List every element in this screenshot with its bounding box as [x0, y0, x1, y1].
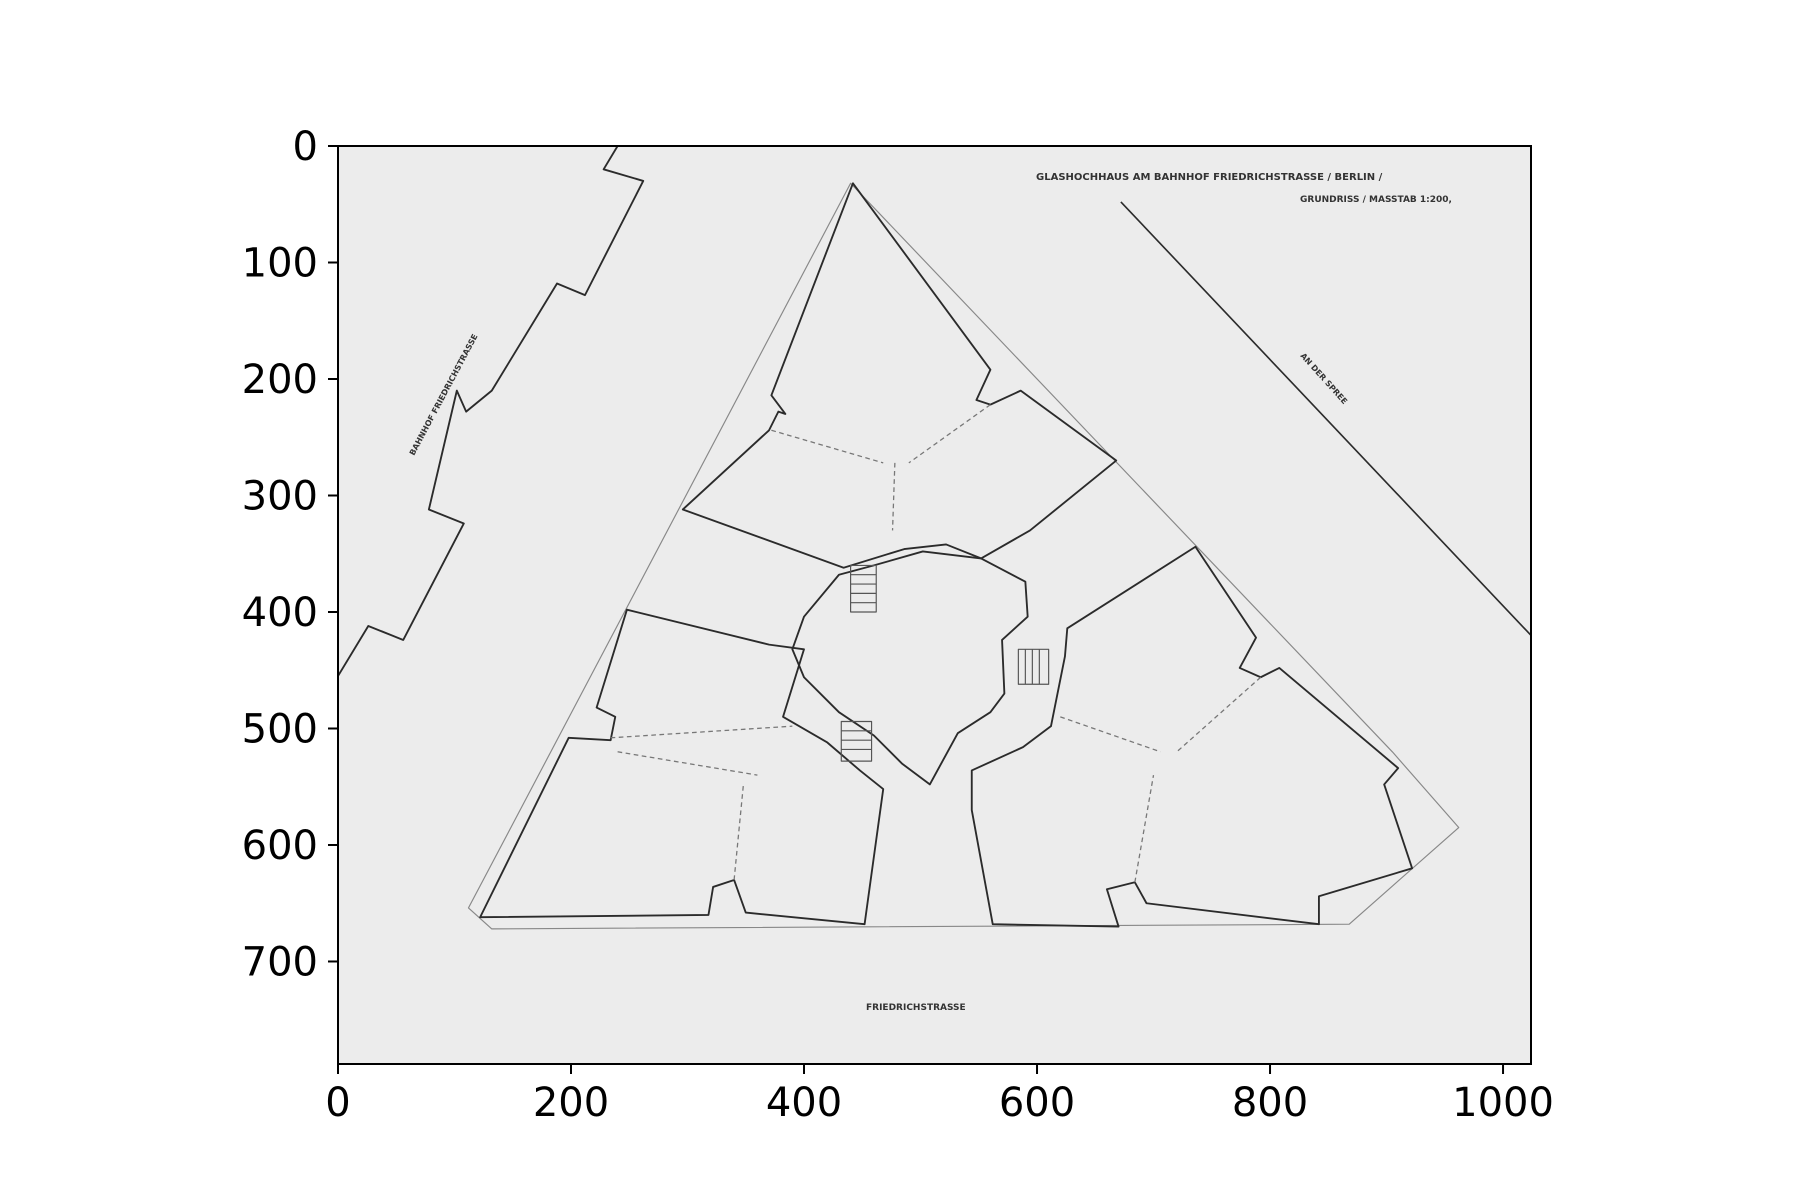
plan-title: GLASHOCHHAUS AM BAHNHOF FRIEDRICHSTRASSE…: [1036, 172, 1383, 183]
axes-frame: [337, 145, 1532, 1065]
y-tick-label: 500: [242, 706, 318, 752]
central-core: [791, 550, 1029, 786]
plan-subtitle: GRUNDRISS / MASSTAB 1:200,: [1300, 195, 1452, 205]
right-street-line: [1120, 201, 1531, 636]
y-tick-label: 200: [242, 357, 318, 403]
x-tick-label: 0: [325, 1080, 350, 1126]
y-tick-label: 100: [242, 240, 318, 286]
left-street-boundary: [338, 146, 645, 677]
stair-hatching: [840, 564, 1050, 762]
x-tick-label: 200: [533, 1080, 609, 1126]
x-tick-label: 1000: [1452, 1080, 1554, 1126]
y-tick-label: 400: [242, 590, 318, 636]
site-outline: [467, 182, 1460, 930]
x-axis: 0 200 400 600 800 1000: [325, 1064, 1554, 1126]
y-tick-label: 300: [242, 473, 318, 519]
street-label-bottom: FRIEDRICHSTRASSE: [866, 1003, 966, 1013]
y-tick-label: 600: [242, 823, 318, 869]
y-tick-label: 0: [293, 124, 318, 170]
x-tick-label: 800: [1232, 1080, 1308, 1126]
x-tick-label: 600: [999, 1080, 1075, 1126]
upper-wing: [681, 182, 1118, 569]
paper-background: [338, 146, 1531, 1064]
lower-left-wing: [479, 608, 885, 926]
interior-partitions: [610, 404, 1262, 883]
x-tick-label: 400: [766, 1080, 842, 1126]
lower-right-wing: [970, 545, 1414, 928]
y-tick-label: 700: [242, 939, 318, 985]
y-axis: 0 100 200 300 400 500 600 700: [242, 124, 338, 985]
